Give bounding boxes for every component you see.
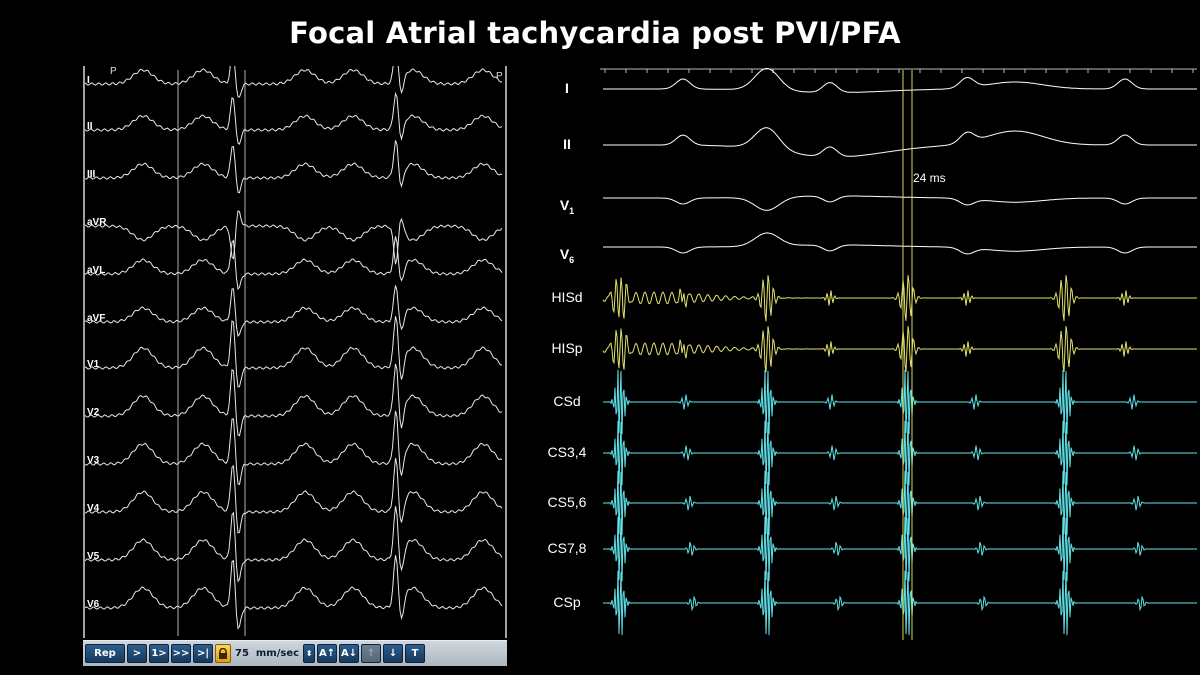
ep-traces	[600, 67, 1197, 640]
lock-icon[interactable]	[215, 644, 231, 663]
his-trace-hisd	[602, 275, 1197, 322]
fast-forward-button[interactable]: >>	[171, 644, 191, 663]
surface-trace-v1	[603, 195, 1197, 211]
lead-label-v3: V3	[87, 455, 100, 466]
ecg-trace-v5	[84, 506, 503, 583]
ecg-12-lead-panel: I II III aVR aVL aVF V1 V2 V3 V4 V5 V6 P P Rep > 1>…	[83, 66, 507, 666]
ecg-trace-avf	[84, 285, 503, 338]
surface-trace-v6	[603, 232, 1197, 255]
lead-label-v4: V4	[87, 503, 100, 514]
cs-trace-cs7-8	[603, 516, 1197, 582]
ecg-trace-avl	[84, 236, 503, 291]
p-wave-marker-left: P	[110, 66, 117, 77]
lead-label-avf: aVF	[87, 313, 106, 324]
sweep-speed-unit: mm/sec	[255, 648, 300, 659]
move-up-button[interactable]: ↑	[361, 644, 382, 663]
surface-lead-label-v6: V6	[559, 246, 575, 265]
lead-label-i: I	[87, 75, 90, 86]
ecg-trace-v1	[84, 316, 502, 388]
cs-trace-csp	[603, 570, 1197, 636]
lead-label-v5: V5	[87, 551, 100, 562]
cs-label-cs3-4: CS3,4	[547, 444, 587, 460]
cs-label-csp: CSp	[553, 594, 581, 610]
lead-label-v1: V1	[87, 359, 100, 370]
gain-up-button[interactable]: A↑	[317, 644, 338, 663]
caliper-measurement: 24 ms	[913, 171, 946, 185]
ecg-trace-v2	[84, 363, 503, 437]
cs-trace-cs3-4	[603, 420, 1197, 486]
time-scale-ticks	[604, 69, 1194, 73]
text-toggle-button[interactable]: T	[405, 644, 426, 663]
replay-button[interactable]: Rep	[85, 644, 125, 663]
ecg-trace-v4	[84, 457, 503, 534]
skip-to-end-button[interactable]: >|	[193, 644, 213, 663]
lead-label-v2: V2	[87, 407, 100, 418]
speed-stepper[interactable]: ⬍	[303, 644, 316, 663]
sweep-speed-value: 75	[235, 648, 249, 659]
slide-title: Focal Atrial tachycardia post PVI/PFA	[289, 16, 901, 50]
ecg-trace-v6	[84, 555, 503, 630]
step-forward-button[interactable]: >	[127, 644, 147, 663]
ecg-trace-v3	[84, 410, 503, 486]
play-one-button[interactable]: 1>	[149, 644, 169, 663]
lead-label-ii: II	[87, 121, 93, 132]
playback-toolbar: Rep > 1> >> >| 75 mm/sec ⬍ A↑ A↓ ↑ ↓ T	[83, 640, 507, 666]
his-trace-hisp	[602, 326, 1197, 373]
cs-label-cs7-8: CS7,8	[547, 540, 587, 556]
surface-lead-label-v1: V1	[559, 197, 575, 216]
ecg-trace-avr	[84, 210, 503, 265]
surface-lead-label-ii: II	[563, 136, 571, 152]
lead-label-v6: V6	[87, 599, 100, 610]
lead-label-avl: aVL	[87, 265, 106, 276]
move-down-button[interactable]: ↓	[383, 644, 404, 663]
surface-trace-ii	[603, 127, 1197, 157]
ecg-trace-iii	[84, 140, 503, 194]
lead-label-iii: III	[87, 169, 96, 180]
ecg-traces	[84, 66, 503, 636]
his-label-hisp: HISp	[551, 340, 583, 356]
ecg-trace-i	[84, 66, 503, 98]
surface-lead-label-i: I	[565, 80, 569, 96]
sweep-speed-readout: 75 mm/sec	[235, 648, 299, 659]
ecg-right-border	[505, 66, 507, 638]
cs-trace-cs5-6	[603, 470, 1197, 536]
cs-label-cs5-6: CS5,6	[547, 494, 587, 510]
gain-down-button[interactable]: A↓	[339, 644, 360, 663]
p-wave-marker-right: P	[496, 71, 503, 82]
cs-label-csd: CSd	[553, 393, 581, 409]
ecg-trace-ii	[84, 91, 503, 145]
lead-label-avr: aVR	[87, 217, 107, 228]
surface-trace-i	[603, 67, 1197, 93]
his-label-hisd: HISd	[551, 289, 583, 305]
ep-recording-panel: I II V1 V6 HISd HISp CSd CS3,4 CS5,6 CS7,8 CSp 24 …	[535, 60, 1200, 675]
cs-trace-csd	[603, 369, 1197, 435]
ecg-left-border	[83, 66, 85, 638]
